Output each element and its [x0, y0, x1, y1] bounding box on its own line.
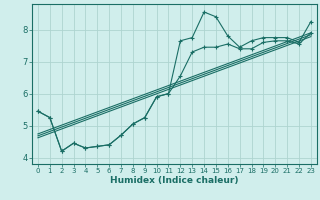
X-axis label: Humidex (Indice chaleur): Humidex (Indice chaleur): [110, 176, 239, 185]
